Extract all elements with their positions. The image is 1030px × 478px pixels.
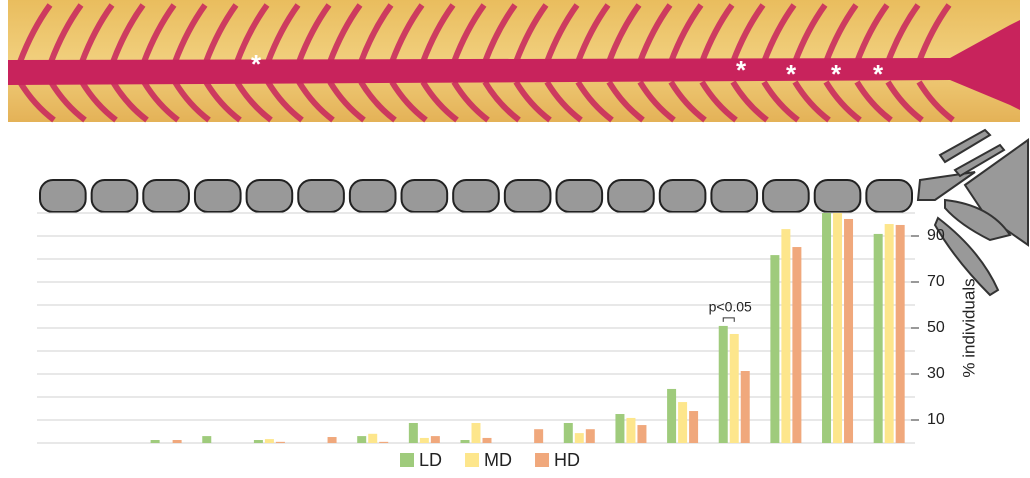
vertebra-row bbox=[40, 180, 912, 212]
bar bbox=[844, 219, 853, 443]
bar bbox=[368, 434, 377, 443]
y-tick-label: 10 bbox=[927, 411, 945, 428]
bar bbox=[534, 429, 543, 443]
photo-marker: * bbox=[251, 49, 262, 79]
bar bbox=[741, 371, 750, 443]
vertebra bbox=[40, 180, 86, 212]
legend-label: MD bbox=[484, 450, 512, 470]
bar bbox=[770, 255, 779, 443]
legend-swatch bbox=[535, 453, 549, 467]
bar bbox=[575, 433, 584, 443]
vertebra bbox=[350, 180, 396, 212]
fin bbox=[918, 130, 1028, 295]
bar bbox=[420, 438, 429, 443]
bar bbox=[719, 326, 728, 443]
vertebra bbox=[298, 180, 344, 212]
bar bbox=[896, 225, 905, 443]
vertebra bbox=[711, 180, 757, 212]
bar bbox=[202, 436, 211, 443]
bar bbox=[678, 402, 687, 443]
vertebra bbox=[402, 180, 448, 212]
vertebra bbox=[92, 180, 138, 212]
significance-bracket bbox=[723, 318, 734, 322]
bar bbox=[461, 440, 470, 443]
bar bbox=[254, 440, 263, 443]
y-tick-label: 70 bbox=[927, 273, 945, 290]
y-tick-label: 50 bbox=[927, 319, 945, 336]
bar bbox=[151, 440, 160, 443]
bar bbox=[833, 213, 842, 443]
bar bbox=[472, 423, 481, 443]
bar bbox=[689, 411, 698, 443]
bar bbox=[586, 429, 595, 443]
vertebra bbox=[505, 180, 551, 212]
bar bbox=[276, 442, 285, 443]
vertebra bbox=[143, 180, 189, 212]
bar bbox=[667, 389, 676, 443]
vertebra bbox=[247, 180, 293, 212]
vertebra bbox=[195, 180, 241, 212]
bar bbox=[328, 437, 337, 443]
legend-label: HD bbox=[554, 450, 580, 470]
legend-swatch bbox=[400, 453, 414, 467]
bar bbox=[885, 224, 894, 443]
bar bbox=[626, 418, 635, 443]
bar bbox=[564, 423, 573, 443]
bar bbox=[781, 229, 790, 443]
bar bbox=[173, 440, 182, 443]
photo-marker: * bbox=[831, 59, 842, 89]
figure: * * * * * 10 30 50 70 90 % individuals p<0.05 LD MD HD bbox=[0, 0, 1030, 473]
photo bbox=[8, 0, 1020, 122]
y-tick-label: 90 bbox=[927, 227, 945, 244]
bar bbox=[792, 247, 801, 443]
bar bbox=[637, 425, 646, 443]
vertebra bbox=[453, 180, 499, 212]
bar bbox=[357, 436, 366, 443]
vertebra bbox=[866, 180, 912, 212]
photo-marker: * bbox=[736, 55, 747, 85]
bar bbox=[874, 234, 883, 443]
vertebra bbox=[660, 180, 706, 212]
bar bbox=[730, 334, 739, 443]
y-tick-label: 30 bbox=[927, 365, 945, 382]
vertebra bbox=[556, 180, 602, 212]
vertebra bbox=[815, 180, 861, 212]
vertebra bbox=[608, 180, 654, 212]
bar bbox=[265, 439, 274, 443]
legend-swatch bbox=[465, 453, 479, 467]
photo-marker: * bbox=[873, 59, 884, 89]
vertebra bbox=[763, 180, 809, 212]
bar bbox=[409, 423, 418, 443]
bar bbox=[483, 438, 492, 443]
y-axis-label: % individuals bbox=[959, 278, 978, 377]
bar bbox=[822, 213, 831, 443]
annotation: p<0.05 bbox=[709, 299, 752, 315]
bar bbox=[431, 436, 440, 443]
bar bbox=[615, 414, 624, 443]
bar bbox=[379, 442, 388, 443]
legend-label: LD bbox=[419, 450, 442, 470]
photo-marker: * bbox=[786, 59, 797, 89]
